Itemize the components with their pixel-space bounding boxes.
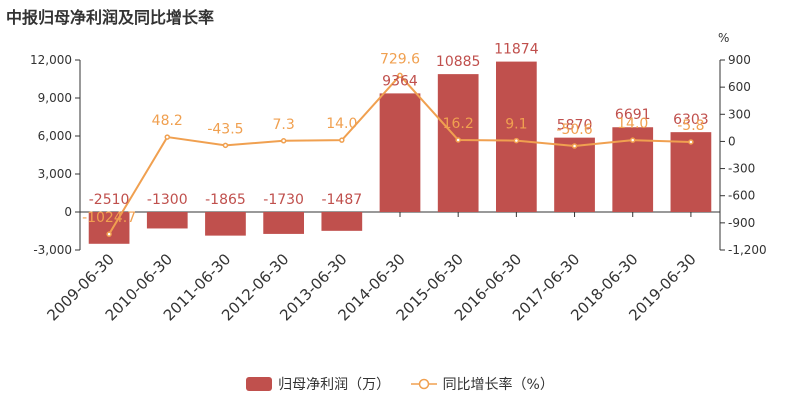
legend-item-bar[interactable]: 归母净利润（万） (246, 374, 390, 394)
line-value-label: 14.0 (617, 116, 648, 132)
line-value-label: -1024.7 (82, 210, 136, 226)
line-value-label: 9.1 (505, 117, 527, 133)
line-point (164, 134, 171, 140)
bar-value-label: -1730 (263, 192, 304, 208)
line-point (688, 139, 694, 145)
bar-value-label: 6691 (615, 107, 651, 123)
bar (379, 93, 421, 212)
bar (146, 212, 188, 229)
left-axis-tick-label: 6,000 (38, 129, 72, 143)
line-point (513, 137, 520, 144)
line-value-label: -50.6 (556, 122, 592, 138)
right-axis-tick-label: -300 (728, 162, 755, 176)
legend: 归母净利润（万） 同比增长率（%） (0, 374, 800, 395)
line-value-label: 7.3 (273, 117, 295, 133)
line-point (397, 72, 403, 79)
line-point (629, 137, 636, 143)
chart-title: 中报归母净利润及同比增长率 (6, 8, 215, 27)
bar-value-label: -1487 (321, 192, 362, 208)
bar (437, 74, 479, 212)
left-axis-tick-label: 0 (64, 205, 72, 219)
legend-line-swatch (410, 378, 437, 390)
line-point (222, 142, 229, 149)
bar (670, 132, 712, 212)
legend-line-label: 同比增长率（%） (442, 377, 554, 393)
legend-item-line[interactable]: 同比增长率（%） (410, 374, 554, 394)
line-point (339, 137, 345, 143)
line-value-label: 16.2 (443, 116, 474, 132)
right-axis-unit: % (718, 31, 729, 45)
left-axis-tick-label: -3,000 (33, 243, 72, 257)
line-value-label: 14.0 (326, 116, 357, 132)
right-axis-tick-label: -600 (728, 189, 755, 203)
bar-value-label: -1865 (205, 192, 246, 208)
line-point (280, 138, 287, 144)
bar-value-label: 9364 (382, 73, 418, 89)
bar (321, 212, 363, 231)
line-value-label: -43.5 (207, 121, 243, 137)
bar (88, 212, 130, 244)
right-axis-tick-label: -1,200 (728, 243, 767, 257)
left-axis-tick-label: 9,000 (38, 91, 72, 105)
bar-value-label: -2510 (89, 192, 130, 208)
bar-value-label: 11874 (494, 42, 539, 58)
bar-value-label: 6303 (673, 112, 709, 128)
right-axis-tick-label: 600 (728, 80, 751, 94)
bar-value-label: 10885 (436, 54, 481, 70)
legend-bar-swatch (246, 377, 273, 391)
line-point (571, 143, 578, 149)
line-value-label: 729.6 (380, 51, 420, 67)
left-axis-tick-label: 3,000 (38, 167, 72, 181)
line-value-label: 48.2 (152, 113, 183, 129)
bar (263, 212, 304, 234)
right-axis-tick-label: 900 (728, 53, 751, 67)
bar (554, 137, 595, 212)
line-value-label: -5.8 (677, 118, 704, 134)
right-axis-tick-label: 0 (728, 134, 736, 148)
right-axis-tick-label: -900 (728, 216, 755, 230)
line-point (455, 137, 461, 143)
bar (496, 61, 537, 212)
bar-value-label: 5870 (557, 118, 593, 134)
legend-bar-label: 归母净利润（万） (278, 377, 391, 393)
right-axis-tick-label: 300 (728, 107, 751, 121)
line-point (106, 231, 112, 237)
bar-value-label: -1300 (147, 192, 188, 208)
bar (205, 212, 246, 236)
chart-canvas: -3,000 0 3,000 6,000 9,000 12,000 -1,200 -900 -6… (30, 31, 767, 324)
left-axis-tick-label: 12,000 (30, 53, 72, 67)
